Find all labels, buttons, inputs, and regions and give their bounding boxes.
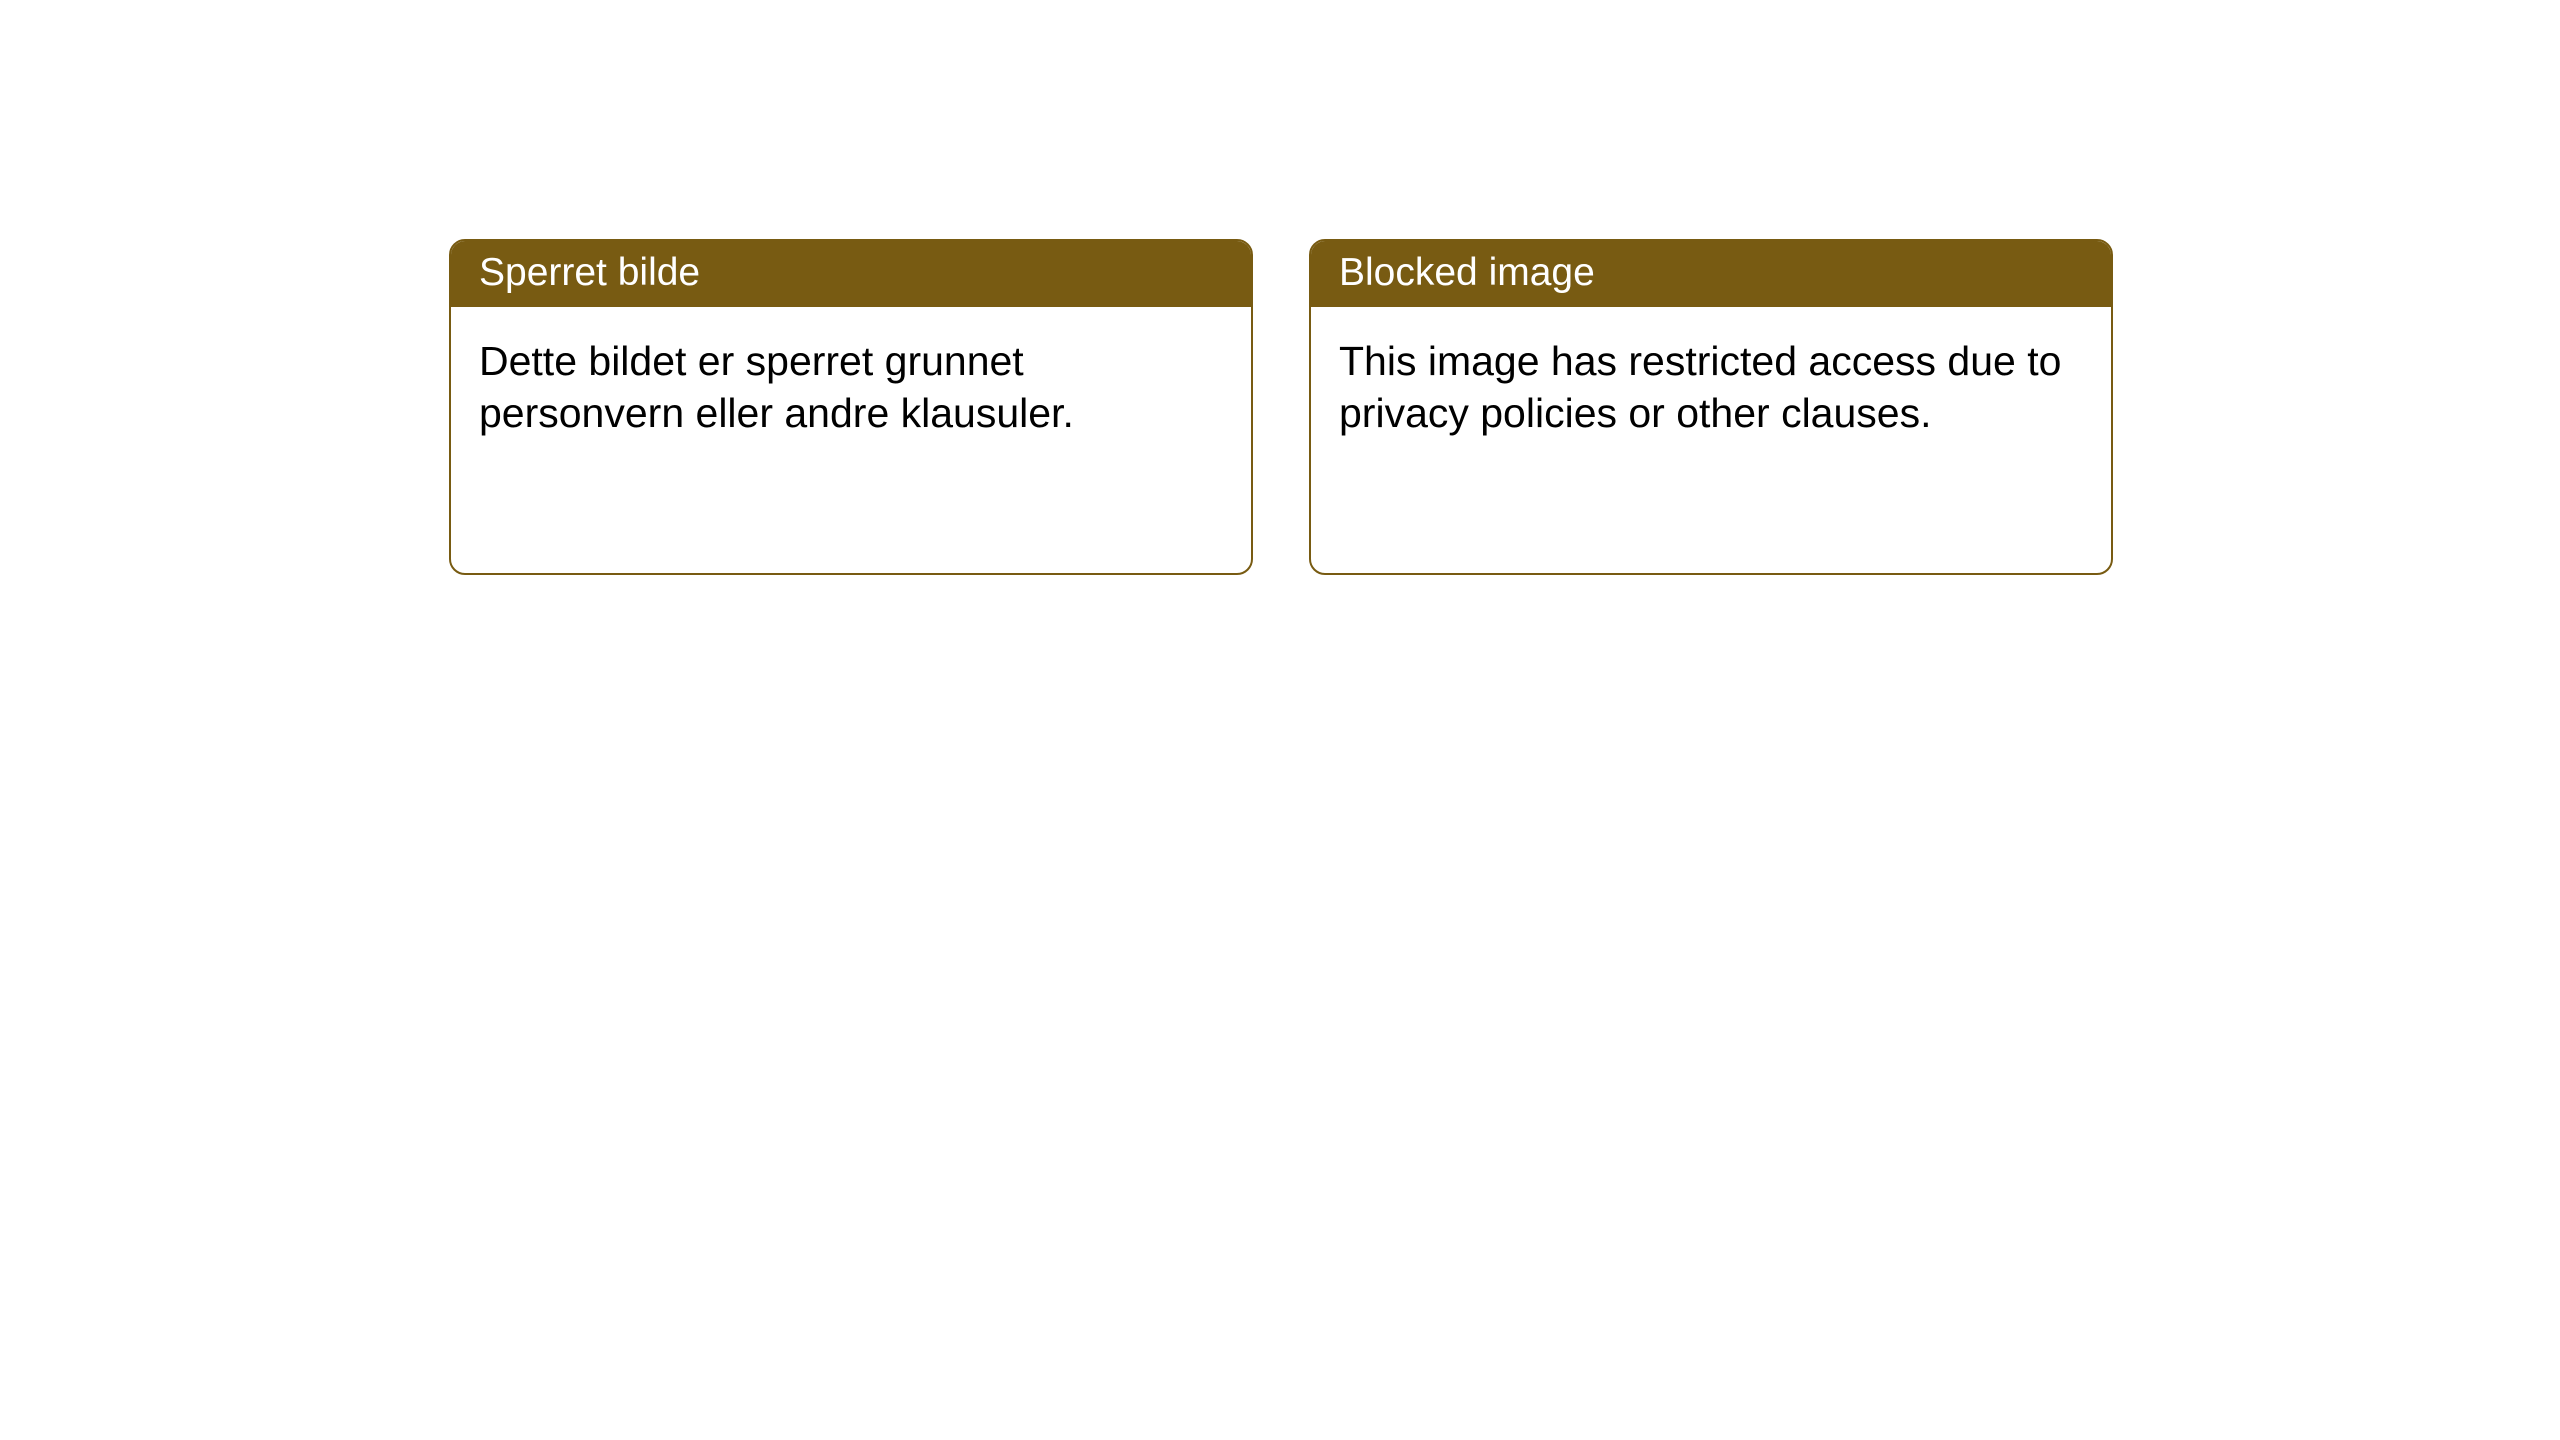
notice-container: Sperret bilde Dette bildet er sperret gr… (449, 239, 2113, 575)
notice-body: This image has restricted access due to … (1311, 307, 2111, 468)
notice-card-norwegian: Sperret bilde Dette bildet er sperret gr… (449, 239, 1253, 575)
notice-title: Sperret bilde (451, 241, 1251, 307)
notice-title: Blocked image (1311, 241, 2111, 307)
notice-body: Dette bildet er sperret grunnet personve… (451, 307, 1251, 468)
notice-card-english: Blocked image This image has restricted … (1309, 239, 2113, 575)
